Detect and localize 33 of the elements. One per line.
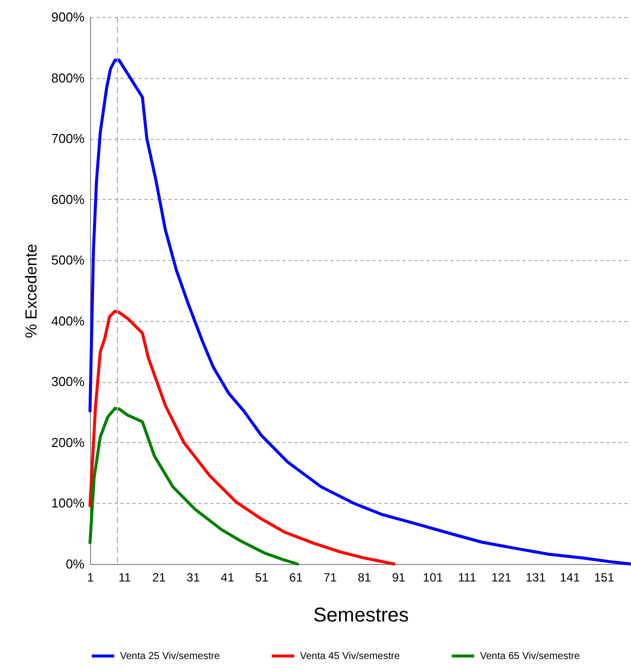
line-series — [88, 310, 396, 566]
y-tick-label: 600% — [51, 192, 85, 207]
x-tick-label: 131 — [526, 570, 546, 584]
y-tick-label: 400% — [51, 313, 85, 328]
x-tick-label: 81 — [358, 570, 372, 584]
x-tick-label: 51 — [255, 570, 269, 584]
x-tick-label: 101 — [422, 570, 444, 584]
legend-label: Venta 65 Viv/semestre — [480, 651, 580, 662]
x-tick-label: 91 — [392, 570, 406, 584]
y-tick-label: 700% — [51, 131, 85, 146]
x-tick-label: 11 — [118, 570, 132, 584]
legend-label: Venta 45 Viv/semestre — [300, 651, 400, 662]
y-tick-label: 200% — [51, 434, 85, 450]
line-series — [88, 406, 299, 566]
y-tick-label: 900% — [51, 10, 85, 24]
x-tick-label: 21 — [152, 570, 166, 584]
y-tick-label: 800% — [51, 70, 85, 86]
x-tick-label: 111 — [458, 570, 477, 584]
y-axis-title: % Excedente — [23, 244, 40, 338]
x-tick-label: 151 — [594, 570, 614, 584]
x-tick-label: 1 — [87, 570, 94, 584]
x-tick-label: 61 — [289, 570, 303, 584]
legend-label: Venta 25 Viv/semestre — [120, 651, 220, 662]
x-tick-label: 71 — [324, 570, 338, 584]
x-tick-label: 31 — [186, 570, 200, 584]
y-tick-label: 300% — [51, 374, 85, 390]
x-axis-title: Semestres — [313, 604, 409, 626]
y-tick-label: 100% — [51, 496, 85, 511]
x-tick-label: 41 — [220, 570, 234, 584]
y-tick-label: 0% — [66, 556, 85, 572]
x-tick-label: 121 — [491, 570, 512, 584]
y-tick-label: 500% — [51, 252, 85, 268]
x-tick-label: 141 — [560, 570, 580, 584]
